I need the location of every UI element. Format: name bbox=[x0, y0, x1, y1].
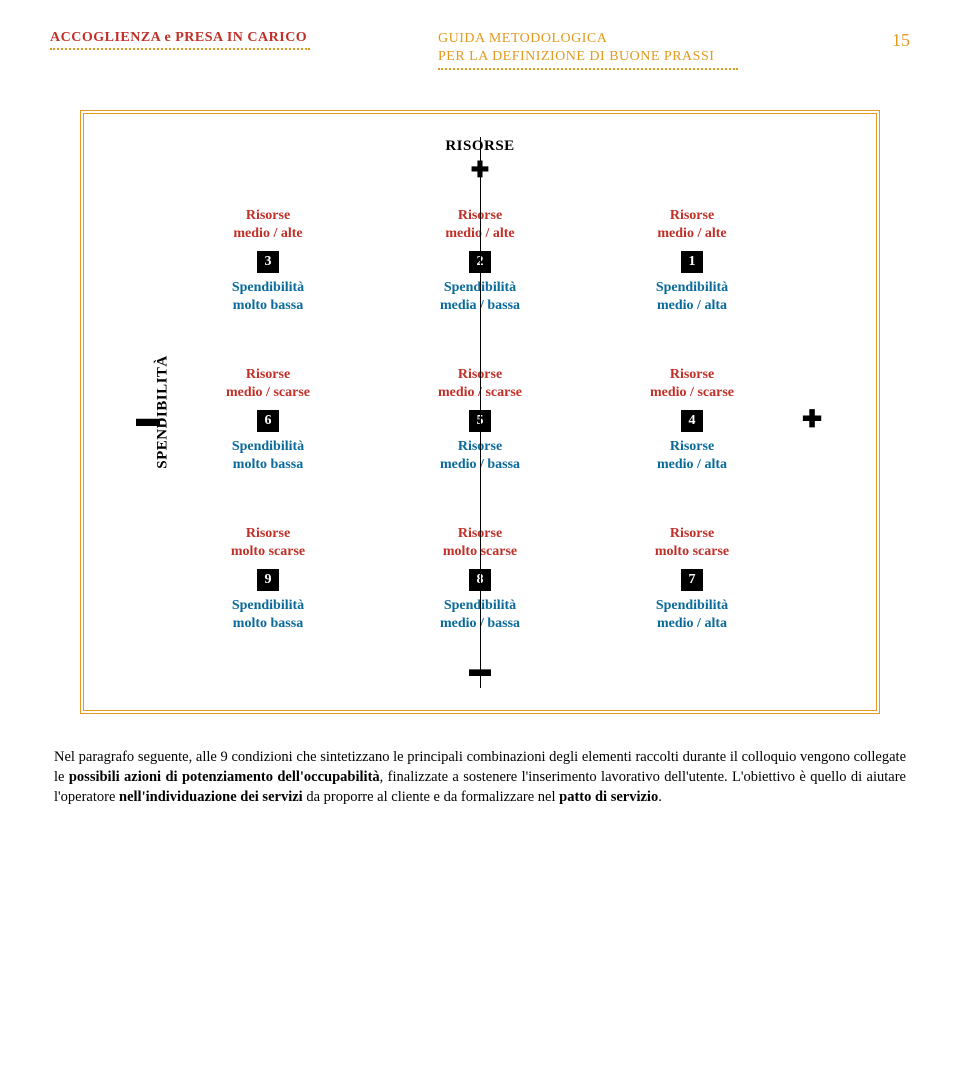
cell-number: 4 bbox=[681, 410, 703, 432]
matrix-cell-4: Risorsemedio / scarse 4 Risorsemedio / alt… bbox=[586, 340, 798, 499]
body-paragraph: Nel paragrafo seguente, alle 9 condizion… bbox=[50, 748, 910, 807]
matrix-grid: Risorsemedio / alte 3 Spendibilitàmolto ba… bbox=[162, 181, 798, 658]
header-left-block: ACCOGLIENZA e PRESA IN CARICO bbox=[50, 30, 310, 50]
page-header: ACCOGLIENZA e PRESA IN CARICO GUIDA METO… bbox=[50, 30, 910, 70]
diagram-inner: RISORSE ✚ SPENDIBILITÀ ▬ Risorsemedio / … bbox=[83, 113, 877, 711]
header-center-block: GUIDA METODOLOGICA PER LA DEFINIZIONE DI… bbox=[310, 30, 738, 70]
para-bold2: nell'individuazione dei servizi bbox=[119, 789, 303, 805]
cell-spend: Spendibilitàmedio / alta bbox=[592, 597, 792, 632]
para-bold3: patto di servizio bbox=[559, 789, 658, 805]
cell-number: 7 bbox=[681, 569, 703, 591]
cell-risorse: Risorsemolto scarse bbox=[592, 525, 792, 560]
cell-risorse: Risorsemedio / alte bbox=[592, 207, 792, 242]
matrix-cell-3: Risorsemedio / alte 3 Spendibilitàmolto ba… bbox=[162, 181, 374, 340]
cell-number: 9 bbox=[257, 569, 279, 591]
cell-risorse: Risorsemedio / alte bbox=[168, 207, 368, 242]
page-number: 15 bbox=[892, 30, 910, 51]
matrix-cell-6: Risorsemedio / scarse 6 Spendibilitàmolto … bbox=[162, 340, 374, 499]
cell-risorse: Risorsemolto scarse bbox=[168, 525, 368, 560]
diagram-frame: RISORSE ✚ SPENDIBILITÀ ▬ Risorsemedio / … bbox=[80, 110, 880, 714]
cell-number: 3 bbox=[257, 251, 279, 273]
vertical-axis-line bbox=[480, 137, 481, 688]
header-left-text: ACCOGLIENZA e PRESA IN CARICO bbox=[50, 30, 310, 46]
cell-spend: Spendibilitàmolto bassa bbox=[168, 597, 368, 632]
grid-wrap: ▬ Risorsemedio / alte3Spendibilitàmolto … bbox=[134, 181, 826, 658]
cell-spend: Spendibilitàmedio / alta bbox=[592, 279, 792, 314]
para-mid2: da proporre al cliente e da formalizzare… bbox=[303, 789, 559, 805]
cell-risorse: Risorsemedio / scarse bbox=[592, 366, 792, 401]
cell-number: 6 bbox=[257, 410, 279, 432]
para-post: . bbox=[658, 789, 662, 805]
cell-spend: Spendibilitàmolto bassa bbox=[168, 279, 368, 314]
header-center-line2: PER LA DEFINIZIONE DI BUONE PRASSI bbox=[438, 48, 738, 66]
header-center-line1: GUIDA METODOLOGICA bbox=[438, 30, 738, 48]
matrix-cell-7: Risorsemolto scarse 7 Spendibilitàmedio / … bbox=[586, 499, 798, 658]
matrix-cell-1: Risorsemedio / alte 1 Spendibilitàmedio / … bbox=[586, 181, 798, 340]
plus-icon-right: ✚ bbox=[798, 405, 826, 434]
header-center-dots bbox=[438, 68, 738, 70]
matrix-cell-9: Risorsemolto scarse 9 Spendibilitàmolto ba… bbox=[162, 499, 374, 658]
header-left-dots bbox=[50, 48, 310, 50]
cell-spend: Risorsemedio / alta bbox=[592, 438, 792, 473]
cell-risorse: Risorsemedio / scarse bbox=[168, 366, 368, 401]
cell-spend: Spendibilitàmolto bassa bbox=[168, 438, 368, 473]
para-bold1: possibili azioni di potenziamento dell'o… bbox=[69, 769, 380, 785]
cell-number: 1 bbox=[681, 251, 703, 273]
